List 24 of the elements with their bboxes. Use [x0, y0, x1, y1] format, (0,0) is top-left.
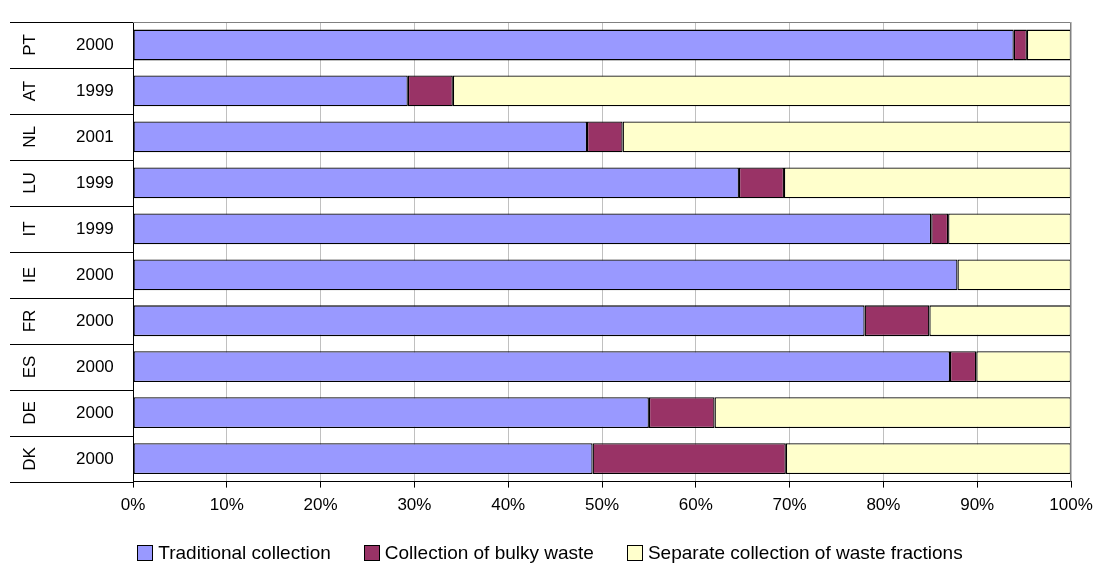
category-label: PT 2000 — [19, 34, 114, 56]
category-label: NL 2001 — [19, 126, 114, 148]
x-tick-label: 80% — [866, 495, 901, 515]
legend-label: Separate collection of waste fractions — [647, 542, 963, 564]
x-tick-label: 50% — [584, 495, 620, 515]
category-label: ES 2000 — [20, 355, 114, 379]
x-tick-label: 60% — [678, 495, 713, 515]
category-label: AT 1999 — [20, 80, 114, 102]
category-label: DK 2000 — [20, 446, 114, 471]
legend-label: Traditional collection — [158, 542, 331, 564]
category-label: DE 2000 — [20, 400, 114, 425]
x-tick-label: 100% — [1049, 495, 1093, 515]
x-tick-label: 40% — [491, 495, 526, 515]
x-tick-label: 70% — [772, 495, 807, 515]
x-tick-label: 90% — [960, 495, 995, 515]
category-label: IE 2000 — [20, 264, 114, 284]
category-label: LU 1999 — [19, 171, 114, 194]
x-tick-label: 30% — [397, 495, 432, 515]
legend-label: Collection of bulky waste — [384, 542, 594, 564]
x-tick-label: 20% — [303, 495, 338, 515]
category-label: FR 2000 — [19, 309, 114, 333]
category-label: IT 1999 — [19, 218, 114, 238]
x-tick-label: 0% — [120, 495, 146, 515]
x-tick-label: 10% — [209, 495, 244, 515]
